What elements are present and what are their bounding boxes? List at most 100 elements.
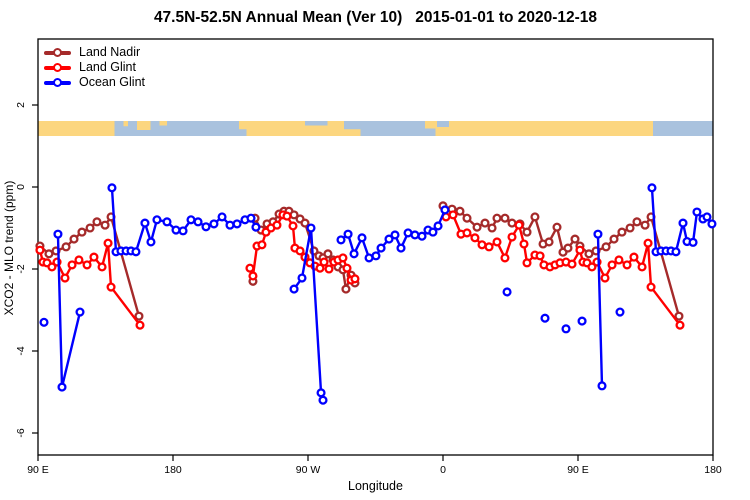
data-point-ocean-glint (318, 395, 328, 405)
data-point-ocean-glint (107, 183, 117, 193)
data-point-ocean-glint (577, 316, 587, 326)
data-point-land-nadir (487, 223, 497, 233)
data-point-land-nadir (507, 218, 517, 228)
surface-band-patch-land (123, 121, 128, 127)
data-point-ocean-glint (702, 212, 712, 222)
data-point-land-glint (319, 257, 329, 267)
data-point-land-nadir (61, 242, 71, 252)
data-point-land-nadir (552, 222, 562, 232)
data-point-land-glint (35, 245, 45, 255)
data-point-land-nadir (92, 217, 102, 227)
data-point-land-glint (507, 232, 517, 242)
data-point-land-glint (106, 282, 116, 292)
data-point-land-glint (492, 237, 502, 247)
data-point-ocean-glint (140, 218, 150, 228)
x-tick-label: 180 (164, 464, 182, 476)
x-tick-label: 90 E (567, 464, 589, 476)
data-point-land-glint (514, 220, 524, 230)
land-glint-marker-icon (44, 60, 71, 75)
data-point-land-glint (135, 320, 145, 330)
data-point-ocean-glint (688, 237, 698, 247)
chart-title: 47.5N-52.5N Annual Mean (Ver 10) 2015-01… (153, 9, 598, 26)
surface-band-patch-land (239, 121, 247, 130)
legend-item-land-glint: Land Glint (44, 60, 145, 75)
data-point-land-glint (470, 233, 480, 243)
data-point-land-nadir (640, 220, 650, 230)
data-point-ocean-glint (251, 222, 261, 232)
data-point-land-nadir (674, 311, 684, 321)
data-point-land-glint (587, 262, 597, 272)
data-point-land-nadir (77, 227, 87, 237)
data-point-land-glint (500, 253, 510, 263)
data-point-ocean-glint (417, 231, 427, 241)
data-point-land-glint (60, 273, 70, 283)
data-point-land-glint (629, 252, 639, 262)
data-point-land-nadir (300, 218, 310, 228)
data-point-ocean-glint (306, 223, 316, 233)
data-point-ocean-glint (357, 233, 367, 243)
data-point-land-nadir (584, 249, 594, 259)
data-point-ocean-glint (615, 307, 625, 317)
legend-label: Ocean Glint (79, 75, 146, 89)
y-tick-label: -6 (15, 428, 27, 437)
data-point-land-glint (103, 238, 113, 248)
data-point-ocean-glint (53, 229, 63, 239)
data-point-land-nadir (609, 234, 619, 244)
data-point-land-nadir (44, 249, 54, 259)
data-point-land-glint (295, 246, 305, 256)
surface-band-ocean (653, 121, 713, 136)
data-point-land-nadir (530, 212, 540, 222)
surface-band-land (435, 121, 653, 136)
surface-band-patch-ocean (437, 121, 449, 127)
surface-band-land (38, 121, 115, 136)
series-line-ocean-glint (596, 232, 604, 388)
surface-band-patch-ocean (305, 121, 328, 126)
x-tick-label: 0 (440, 464, 446, 476)
data-point-ocean-glint (193, 217, 203, 227)
data-point-land-glint (607, 260, 617, 270)
data-point-ocean-glint (440, 205, 450, 215)
surface-band-patch-land (137, 121, 151, 130)
data-point-land-glint (338, 253, 348, 263)
data-point-land-glint (342, 263, 352, 273)
data-point-land-glint (248, 271, 258, 281)
data-point-land-glint (97, 262, 107, 272)
data-point-ocean-glint (75, 307, 85, 317)
data-point-ocean-glint (171, 225, 181, 235)
plot-border (37, 38, 714, 456)
data-point-land-glint (637, 262, 647, 272)
data-point-land-glint (324, 264, 334, 274)
data-point-land-glint (315, 263, 325, 273)
data-point-land-glint (257, 240, 267, 250)
data-point-land-glint (288, 221, 298, 231)
data-point-land-glint (646, 282, 656, 292)
data-point-ocean-glint (692, 207, 702, 217)
data-point-ocean-glint (201, 222, 211, 232)
data-point-land-glint (67, 260, 77, 270)
data-point-land-glint (245, 263, 255, 273)
y-tick-label: -4 (15, 346, 27, 355)
data-point-ocean-glint (297, 273, 307, 283)
data-point-land-glint (282, 211, 292, 221)
data-point-ocean-glint (371, 251, 381, 261)
data-point-land-nadir (455, 206, 465, 216)
series-land-glint (35, 210, 685, 330)
data-point-ocean-glint (232, 219, 242, 229)
series-line-ocean-glint (110, 186, 258, 253)
data-point-land-nadir (100, 220, 110, 230)
legend-label: Land Nadir (79, 45, 141, 59)
data-point-land-nadir (601, 242, 611, 252)
x-tick-label: 180 (704, 464, 722, 476)
data-point-land-nadir (632, 217, 642, 227)
data-point-land-nadir (69, 234, 79, 244)
data-point-ocean-glint (57, 382, 67, 392)
data-point-land-nadir (617, 227, 627, 237)
data-point-ocean-glint (217, 212, 227, 222)
data-point-land-glint (643, 238, 653, 248)
surface-band-patch-land (159, 121, 167, 126)
data-point-ocean-glint (410, 230, 420, 240)
data-point-land-nadir (492, 213, 502, 223)
data-point-land-glint (622, 260, 632, 270)
data-point-ocean-glint (316, 388, 326, 398)
legend-item-land-nadir: Land Nadir (44, 45, 145, 60)
